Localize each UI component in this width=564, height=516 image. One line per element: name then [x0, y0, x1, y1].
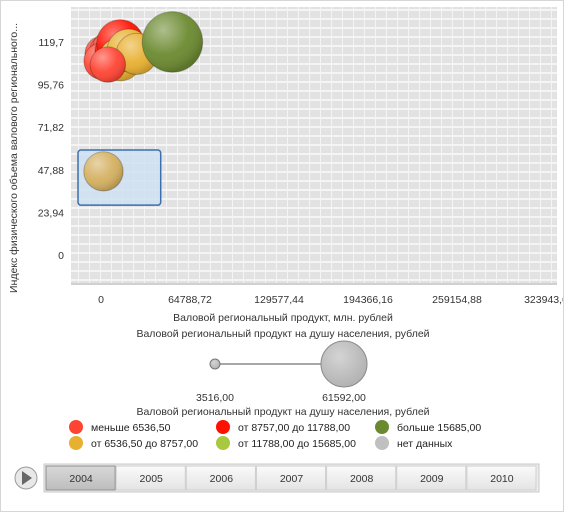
size-legend-min-label: 3516,00: [196, 392, 234, 404]
x-tick-label: 259154,88: [432, 294, 482, 306]
year-tab-label: 2006: [210, 473, 234, 485]
color-legend: меньше 6536,50 от 8757,00 до 11788,00 бо…: [69, 420, 481, 450]
y-tick-label: 47,88: [38, 165, 64, 177]
x-tick-label: 194366,16: [343, 294, 393, 306]
color-legend-title: Валовой региональный продукт на душу нас…: [136, 406, 429, 418]
x-tick-label: 323943,6: [524, 294, 563, 306]
legend-label: от 11788,00 до 15685,00: [238, 438, 356, 450]
y-tick-label: 0: [58, 250, 64, 262]
year-tab-bg: [466, 465, 537, 491]
year-tab-bg: [326, 465, 397, 491]
x-axis-line: [71, 283, 557, 285]
legend-swatch: [375, 420, 389, 434]
legend-item[interactable]: от 11788,00 до 15685,00: [216, 436, 356, 450]
legend-swatch: [69, 436, 83, 450]
year-tab-label: 2007: [280, 473, 304, 485]
size-legend-min-circle: [209, 358, 221, 370]
year-tab-bg: [396, 465, 467, 491]
bubble-gloss: [142, 11, 203, 73]
year-tab-2005[interactable]: 2005: [115, 465, 186, 491]
year-tab-2008[interactable]: 2008: [326, 465, 397, 491]
legend-label: больше 15685,00: [397, 422, 481, 434]
legend-swatch: [375, 436, 389, 450]
bubble-gloss: [83, 151, 124, 192]
year-tab-bg: [185, 465, 256, 491]
y-axis-title: Индекс физического объема валового регио…: [8, 23, 20, 293]
year-tab-label: 2009: [420, 473, 444, 485]
size-legend: 3516,00 61592,00: [196, 340, 368, 404]
x-tick-label: 129577,44: [254, 294, 304, 306]
year-tab-2007[interactable]: 2007: [255, 465, 327, 491]
play-button[interactable]: [14, 466, 38, 490]
year-tab-2009[interactable]: 2009: [396, 465, 467, 491]
legend-swatch: [216, 436, 230, 450]
y-tick-label: 95,76: [38, 80, 64, 92]
x-tick-label: 0: [98, 294, 104, 306]
legend-item[interactable]: от 6536,50 до 8757,00: [69, 436, 198, 450]
legend-item[interactable]: больше 15685,00: [375, 420, 481, 434]
x-axis-title: Валовой региональный продукт, млн. рубле…: [173, 312, 393, 324]
timeline: 2004 2005 2006 2007 2008 2009 2010: [14, 463, 540, 493]
legend-item[interactable]: нет данных: [375, 436, 453, 450]
year-tab-bg: [255, 465, 327, 491]
year-tab-bg: [115, 465, 186, 491]
year-tab-label: 2004: [69, 473, 93, 485]
play-icon: [22, 471, 32, 485]
bubble-gloss: [90, 46, 126, 83]
year-tab-label: 2005: [140, 473, 164, 485]
y-tick-label: 119,7: [39, 37, 65, 49]
size-legend-max-label: 61592,00: [322, 392, 366, 404]
bubble[interactable]: [83, 151, 124, 192]
size-legend-max-circle: [320, 340, 368, 388]
bubble[interactable]: [141, 11, 204, 73]
legend-swatch: [216, 420, 230, 434]
year-tab-2010[interactable]: 2010: [466, 465, 537, 491]
y-tick-label: 71,82: [38, 122, 64, 134]
legend-swatch: [69, 420, 83, 434]
legend-label: от 8757,00 до 11788,00: [238, 422, 350, 434]
legend-label: от 6536,50 до 8757,00: [91, 438, 198, 450]
legend-label: нет данных: [397, 438, 453, 450]
legend-item[interactable]: от 8757,00 до 11788,00: [216, 420, 350, 434]
y-tick-label: 23,94: [38, 207, 64, 219]
legend-label: меньше 6536,50: [91, 422, 171, 434]
legend-item[interactable]: меньше 6536,50: [69, 420, 171, 434]
size-axis-title: Валовой региональный продукт на душу нас…: [136, 328, 429, 340]
x-tick-label: 64788,72: [168, 294, 212, 306]
year-tab-label: 2010: [490, 473, 514, 485]
year-tab-2004[interactable]: 2004: [45, 465, 116, 491]
bubble[interactable]: [89, 46, 127, 83]
year-tab-bg: [45, 465, 116, 491]
year-tab-2006[interactable]: 2006: [185, 465, 256, 491]
year-tab-label: 2008: [350, 473, 374, 485]
